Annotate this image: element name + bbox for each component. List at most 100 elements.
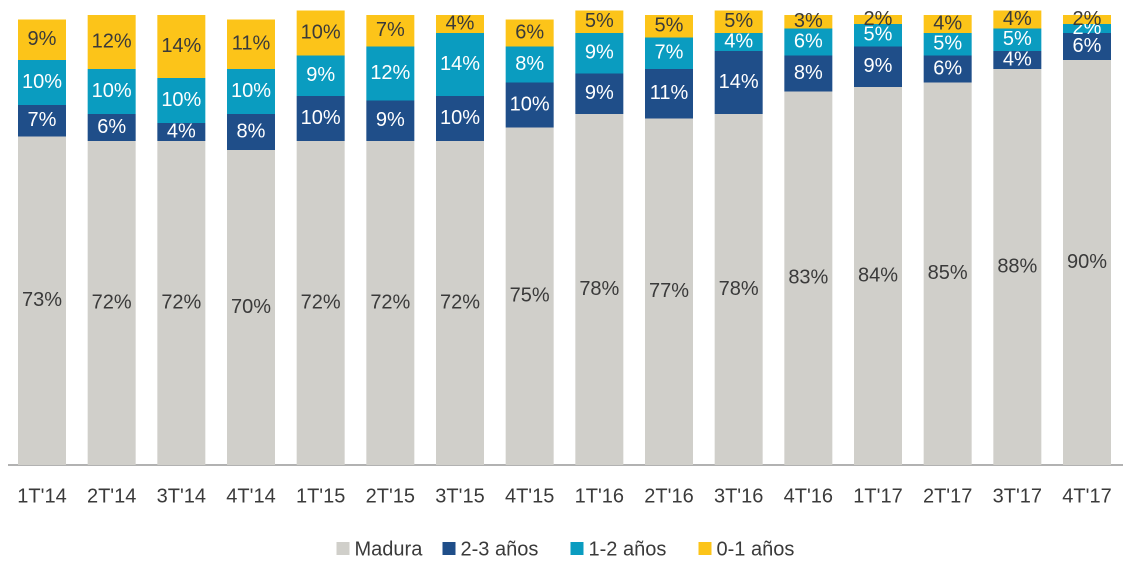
data-label: 11% (650, 82, 689, 104)
data-label: 6% (933, 57, 962, 79)
bar-segment (227, 114, 275, 150)
data-label: 10% (301, 21, 341, 43)
bar-segment (157, 15, 206, 78)
bar-segment (18, 136, 66, 465)
data-label: 70% (231, 296, 271, 318)
data-label: 5% (655, 15, 684, 37)
bar-segment (784, 55, 833, 92)
data-label: 10% (22, 71, 62, 93)
bar-segment (18, 60, 66, 105)
bar-segment (296, 10, 345, 56)
bar-segment (157, 123, 206, 141)
bar-segment (505, 127, 554, 465)
bar-segment (784, 28, 833, 56)
bar-segment (436, 141, 484, 465)
data-label: 72% (301, 291, 341, 313)
bar-segment (854, 15, 902, 24)
legend-swatch (698, 542, 712, 555)
data-label: 9% (864, 55, 893, 77)
legend-label: Madura (355, 538, 424, 560)
data-label: 10% (510, 93, 550, 115)
x-tick-label: 1T'14 (17, 485, 66, 507)
x-tick-label: 4T'16 (784, 485, 833, 507)
data-label: 9% (376, 109, 405, 131)
bar-segment (366, 100, 415, 141)
bar-segment (436, 33, 484, 96)
x-tick-label: 1T'15 (296, 485, 345, 507)
data-label: 90% (1067, 251, 1107, 273)
data-label: 2% (1073, 8, 1102, 30)
data-label: 6% (97, 116, 126, 138)
data-label: 73% (22, 289, 62, 311)
data-label: 8% (794, 62, 823, 84)
x-tick-label: 1T'16 (575, 485, 624, 507)
data-label: 75% (510, 285, 550, 307)
bar-segment (575, 33, 624, 74)
data-label: 78% (719, 278, 759, 300)
bar-segment (1063, 24, 1111, 33)
bar-segment (923, 55, 972, 83)
bar-segment (366, 15, 415, 47)
data-label: 88% (997, 255, 1037, 277)
data-label: 77% (649, 280, 689, 302)
bar-segment (645, 118, 693, 465)
bar-segment (575, 114, 624, 465)
data-label: 84% (858, 264, 898, 286)
bar-segment (854, 46, 902, 87)
data-label: 6% (794, 30, 823, 52)
bar-segment (645, 69, 693, 119)
x-tick-label: 2T'16 (644, 485, 693, 507)
data-label: 72% (370, 291, 410, 313)
data-label: 5% (585, 10, 614, 32)
bar-segment (296, 141, 345, 465)
data-label: 85% (928, 262, 968, 284)
bar-segment (87, 141, 136, 465)
bar-segment (436, 96, 484, 141)
bar-segment (645, 37, 693, 69)
x-tick-label: 2T'14 (87, 485, 136, 507)
bar-segment (714, 10, 763, 33)
x-tick-label: 3T'15 (435, 485, 484, 507)
data-label: 2% (864, 8, 893, 30)
data-label: 10% (92, 80, 132, 102)
data-label: 10% (301, 107, 341, 129)
data-label: 12% (92, 30, 132, 52)
bar-segment (1063, 60, 1111, 465)
data-label: 11% (232, 33, 271, 55)
bar-segment (784, 91, 833, 465)
bar-segment (923, 15, 972, 33)
data-label: 12% (370, 62, 410, 84)
bar-segment (366, 141, 415, 465)
data-label: 78% (579, 278, 619, 300)
bar-segment (575, 10, 624, 33)
bar-segment (993, 51, 1042, 69)
bar-segment (714, 114, 763, 465)
data-label: 14% (161, 35, 201, 57)
bar-segment (854, 24, 902, 47)
x-tick-label: 4T'14 (226, 485, 275, 507)
bar-segment (1063, 33, 1111, 60)
data-label: 83% (788, 267, 828, 289)
data-label: 8% (237, 120, 266, 142)
x-tick-label: 4T'15 (505, 485, 554, 507)
data-label: 9% (585, 82, 614, 104)
bar-segment (227, 150, 275, 465)
bar-segment (505, 19, 554, 47)
data-label: 8% (515, 53, 544, 75)
data-label: 10% (161, 89, 201, 111)
bar-segment (645, 15, 693, 38)
x-tick-label: 2T'17 (923, 485, 972, 507)
x-tick-label: 3T'14 (157, 485, 206, 507)
bar-segment (993, 28, 1042, 51)
bar-segment (87, 15, 136, 69)
bar-segment (993, 10, 1042, 29)
data-label: 72% (440, 291, 480, 313)
bar-segment (505, 82, 554, 128)
bar-segment (784, 15, 833, 29)
bar-segment (714, 51, 763, 114)
data-label: 4% (1003, 48, 1032, 70)
data-label: 4% (167, 120, 196, 142)
bar-segment (227, 19, 275, 69)
data-label: 3% (794, 10, 823, 32)
